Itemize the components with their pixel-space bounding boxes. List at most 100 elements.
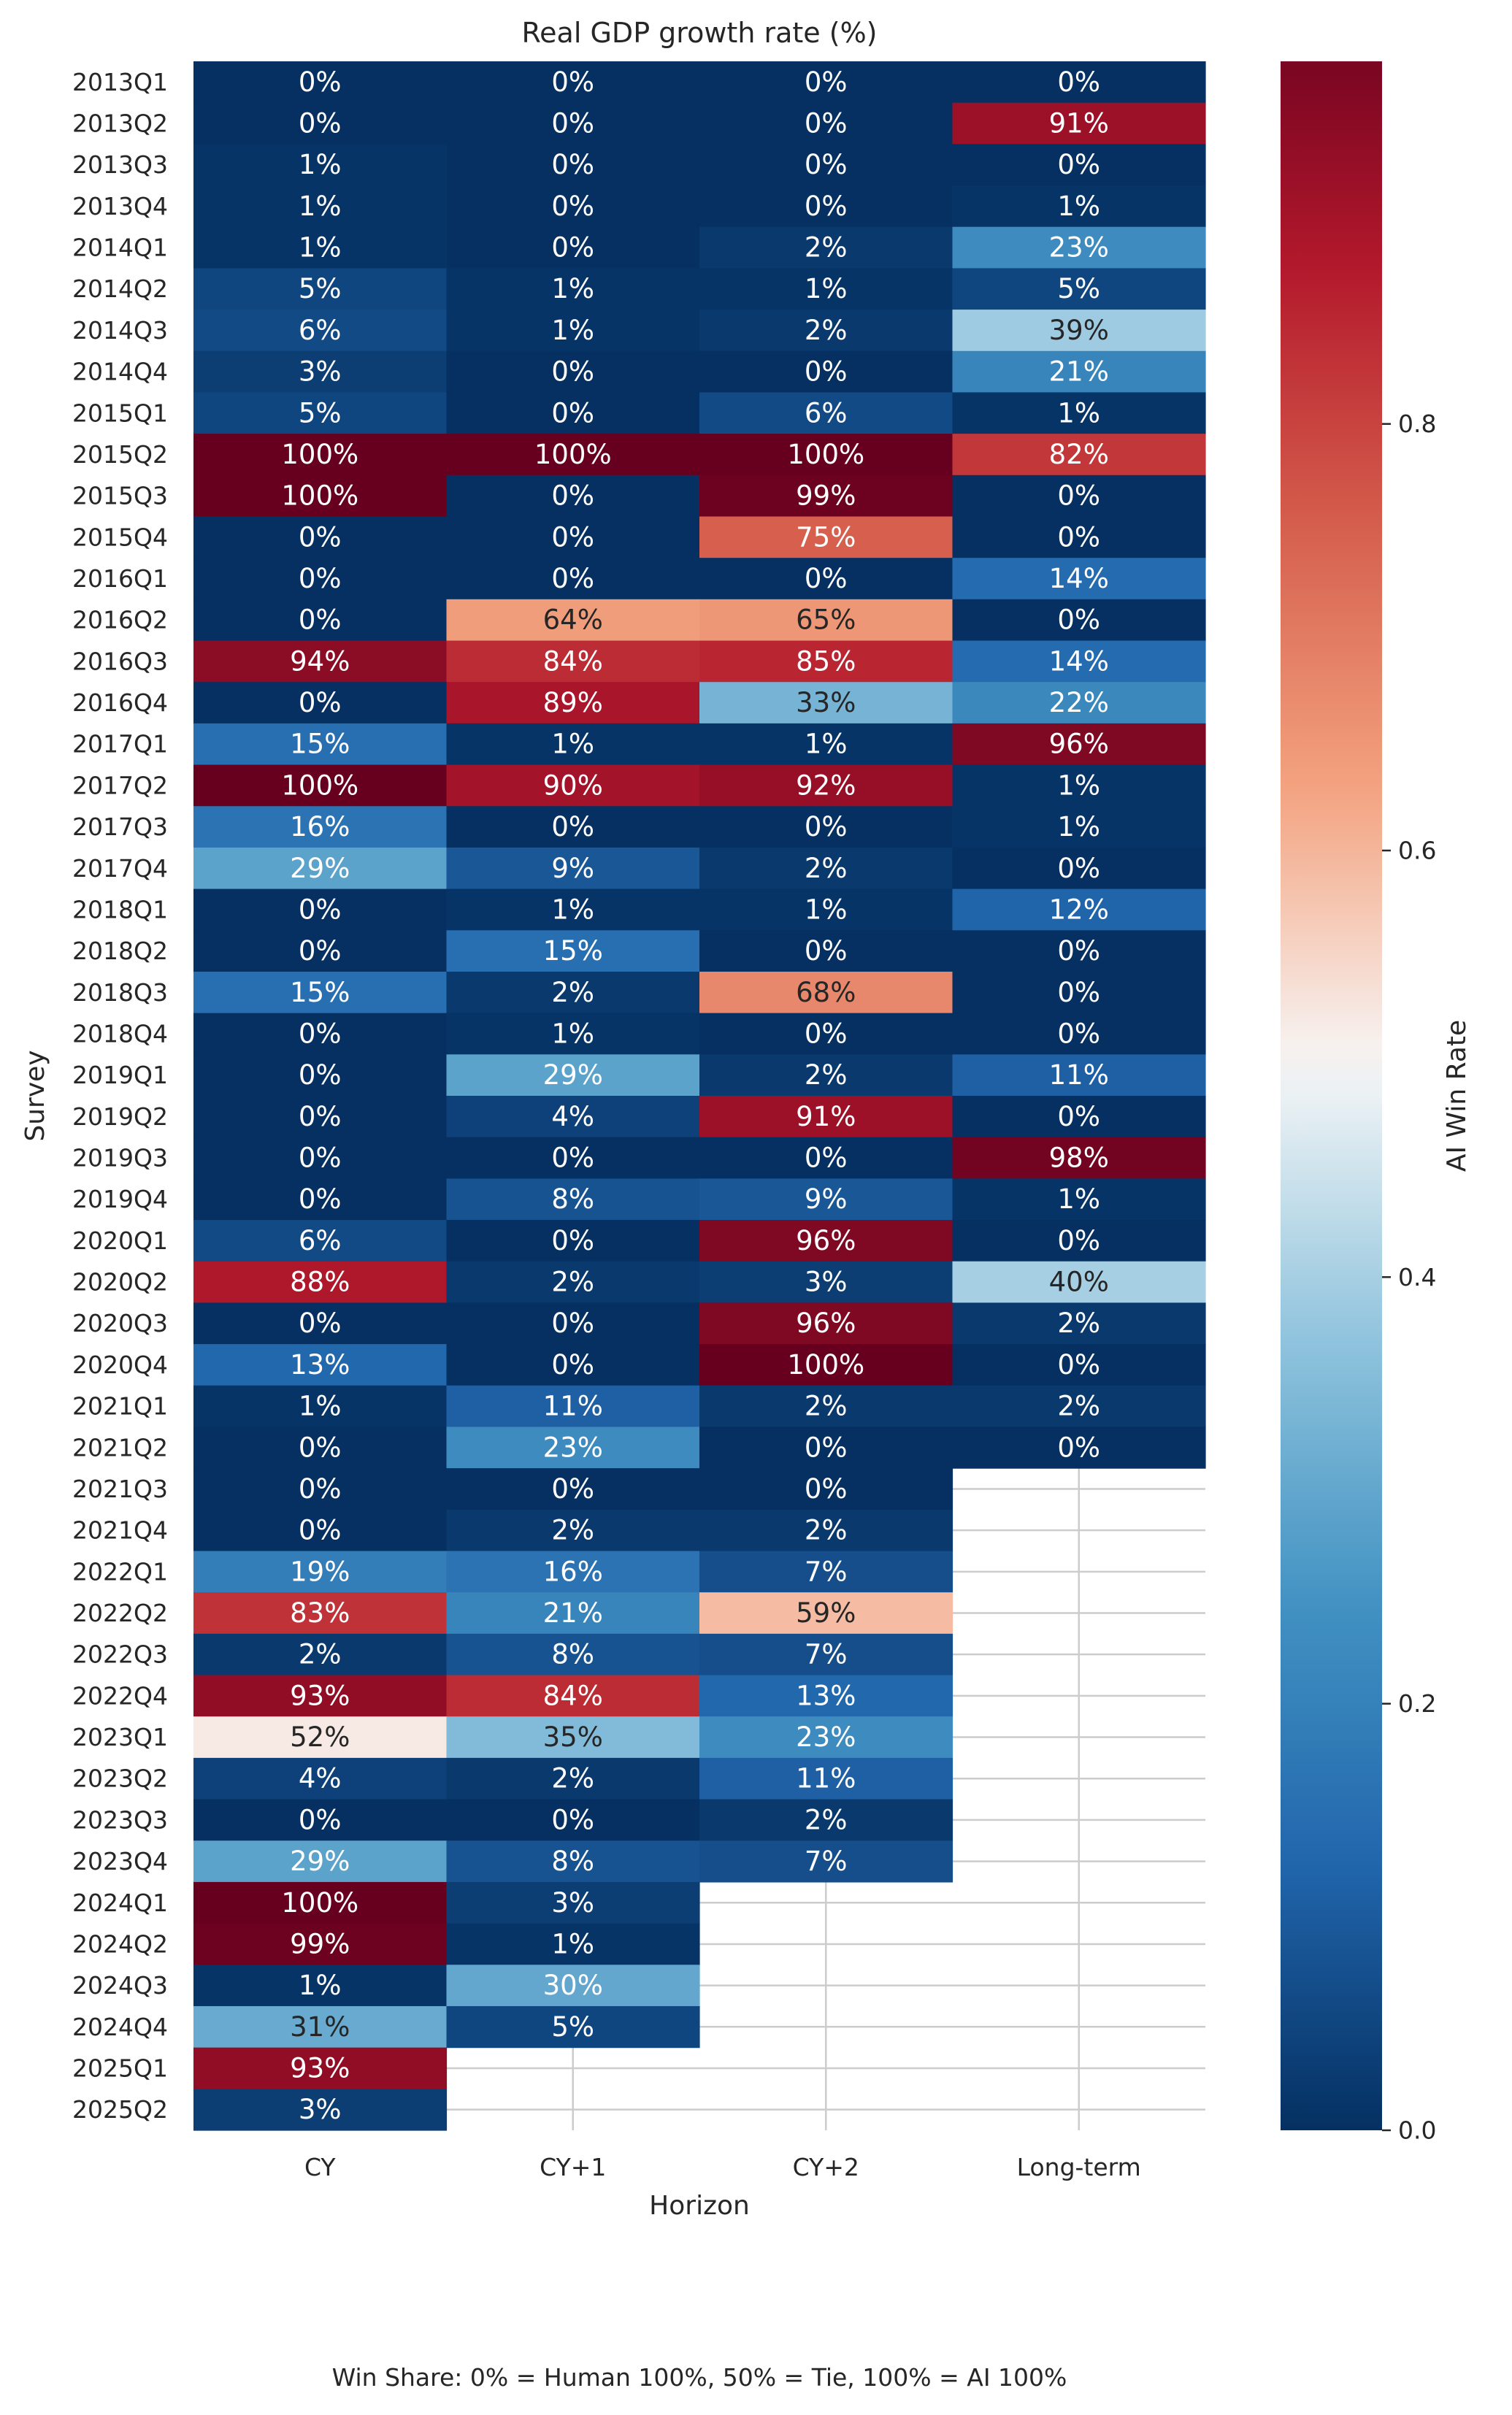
heatmap-cell — [952, 1220, 1206, 1262]
cell-value-label: 84% — [543, 645, 603, 677]
heatmap-cell — [193, 1096, 448, 1138]
cell-value-label: 0% — [1057, 1349, 1100, 1381]
heatmap-cell — [952, 640, 1206, 683]
heatmap-cell — [193, 599, 448, 642]
y-tick-label: 2018Q4 — [72, 1019, 168, 1048]
heatmap-cell — [699, 682, 953, 724]
cell-value-label: 2% — [551, 977, 594, 1008]
cell-value-label: 0% — [551, 480, 594, 512]
heatmap-cell — [193, 640, 448, 683]
heatmap-cell — [193, 1509, 448, 1552]
cell-value-label: 1% — [299, 1391, 342, 1422]
heatmap-cell — [446, 475, 700, 518]
heatmap-cell — [952, 723, 1206, 766]
heatmap-cell — [193, 1551, 448, 1593]
y-tick-label: 2013Q2 — [72, 110, 168, 138]
x-tick-label: CY+2 — [793, 2153, 859, 2181]
cell-value-label: 8% — [551, 1846, 594, 1877]
cell-value-label: 5% — [1057, 273, 1100, 304]
cell-value-label: 7% — [805, 1556, 848, 1587]
cell-value-label: 91% — [796, 1101, 856, 1132]
heatmap-cell — [699, 1468, 953, 1510]
cell-value-label: 0% — [1057, 977, 1100, 1008]
y-tick-label: 2022Q4 — [72, 1681, 168, 1710]
cell-value-label: 0% — [299, 1059, 342, 1091]
cell-value-label: 3% — [805, 1267, 848, 1298]
cell-value-label: 11% — [796, 1763, 856, 1794]
cell-value-label: 1% — [805, 894, 848, 925]
cell-value-label: 100% — [281, 439, 358, 470]
heatmap-cell — [699, 516, 953, 558]
heatmap-cell — [952, 599, 1206, 642]
heatmap-cell — [699, 1633, 953, 1676]
cell-value-label: 14% — [1049, 563, 1109, 594]
cell-value-label: 0% — [551, 397, 594, 429]
y-tick-label: 2023Q3 — [72, 1805, 168, 1834]
cell-value-label: 0% — [551, 66, 594, 98]
cell-value-label: 7% — [805, 1846, 848, 1877]
cell-value-label: 0% — [1057, 521, 1100, 553]
heatmap-cell — [699, 350, 953, 393]
heatmap-cell — [699, 144, 953, 186]
cell-value-label: 5% — [299, 397, 342, 429]
heatmap-cell — [699, 723, 953, 766]
chart-title: Real GDP growth rate (%) — [521, 17, 877, 49]
cell-value-label: 0% — [551, 1143, 594, 1174]
heatmap-cell — [193, 102, 448, 145]
colorbar-title: AI Win Rate — [1442, 1020, 1472, 1172]
heatmap-cell — [193, 268, 448, 310]
heatmap-cell — [699, 1054, 953, 1097]
heatmap-cell — [193, 1302, 448, 1345]
heatmap-cell — [952, 1344, 1206, 1386]
heatmap-cell — [446, 847, 700, 890]
cell-value-label: 1% — [551, 273, 594, 304]
cell-value-label: 0% — [299, 1183, 342, 1215]
cell-value-label: 0% — [551, 191, 594, 222]
heatmap-cell — [952, 847, 1206, 890]
y-tick-label: 2013Q3 — [72, 150, 168, 179]
heatmap-cell — [952, 1178, 1206, 1221]
heatmap-cell — [446, 599, 700, 642]
colorbar-gradient — [1281, 61, 1382, 2130]
cell-value-label: 15% — [290, 977, 350, 1008]
y-tick-label: 2018Q3 — [72, 978, 168, 1007]
heatmap-cell — [952, 1137, 1206, 1179]
y-tick-label: 2014Q1 — [72, 234, 168, 262]
heatmap-cell — [952, 1385, 1206, 1428]
heatmap-cell — [952, 102, 1206, 145]
cell-value-label: 2% — [805, 853, 848, 884]
cell-value-label: 2% — [805, 232, 848, 264]
heatmap-cell — [446, 806, 700, 848]
cell-value-label: 39% — [1049, 315, 1109, 346]
cell-value-label: 100% — [534, 439, 612, 470]
heatmap-cell — [446, 185, 700, 228]
heatmap-cell — [193, 1757, 448, 1800]
heatmap-cell — [193, 185, 448, 228]
cell-value-label: 0% — [1057, 1018, 1100, 1049]
cell-value-label: 0% — [805, 1143, 848, 1174]
cell-value-label: 35% — [543, 1721, 603, 1753]
heatmap-cell — [446, 558, 700, 600]
cell-value-label: 0% — [299, 66, 342, 98]
cell-value-label: 3% — [299, 356, 342, 388]
heatmap-cell — [699, 1509, 953, 1552]
heatmap-cell — [193, 1220, 448, 1262]
cell-value-label: 0% — [805, 66, 848, 98]
heatmap-cell — [952, 682, 1206, 724]
cell-value-label: 6% — [299, 1225, 342, 1256]
cell-value-label: 88% — [290, 1267, 350, 1298]
x-axis-title: Horizon — [649, 2191, 750, 2221]
cell-value-label: 11% — [543, 1391, 603, 1422]
y-tick-label: 2015Q4 — [72, 523, 168, 551]
cell-value-label: 96% — [1049, 729, 1109, 760]
cell-value-label: 1% — [299, 1970, 342, 2001]
cell-value-label: 6% — [299, 315, 342, 346]
cell-value-label: 93% — [290, 2052, 350, 2084]
heatmap-cell — [446, 764, 700, 807]
heatmap-cell — [699, 434, 953, 476]
x-axis-ticks: CY CY+1 CY+2 Long-term — [304, 2153, 1141, 2181]
cell-value-label: 94% — [290, 645, 350, 677]
heatmap-cell — [193, 930, 448, 972]
heatmap-cell — [193, 1468, 448, 1510]
y-tick-label: 2014Q2 — [72, 274, 168, 303]
